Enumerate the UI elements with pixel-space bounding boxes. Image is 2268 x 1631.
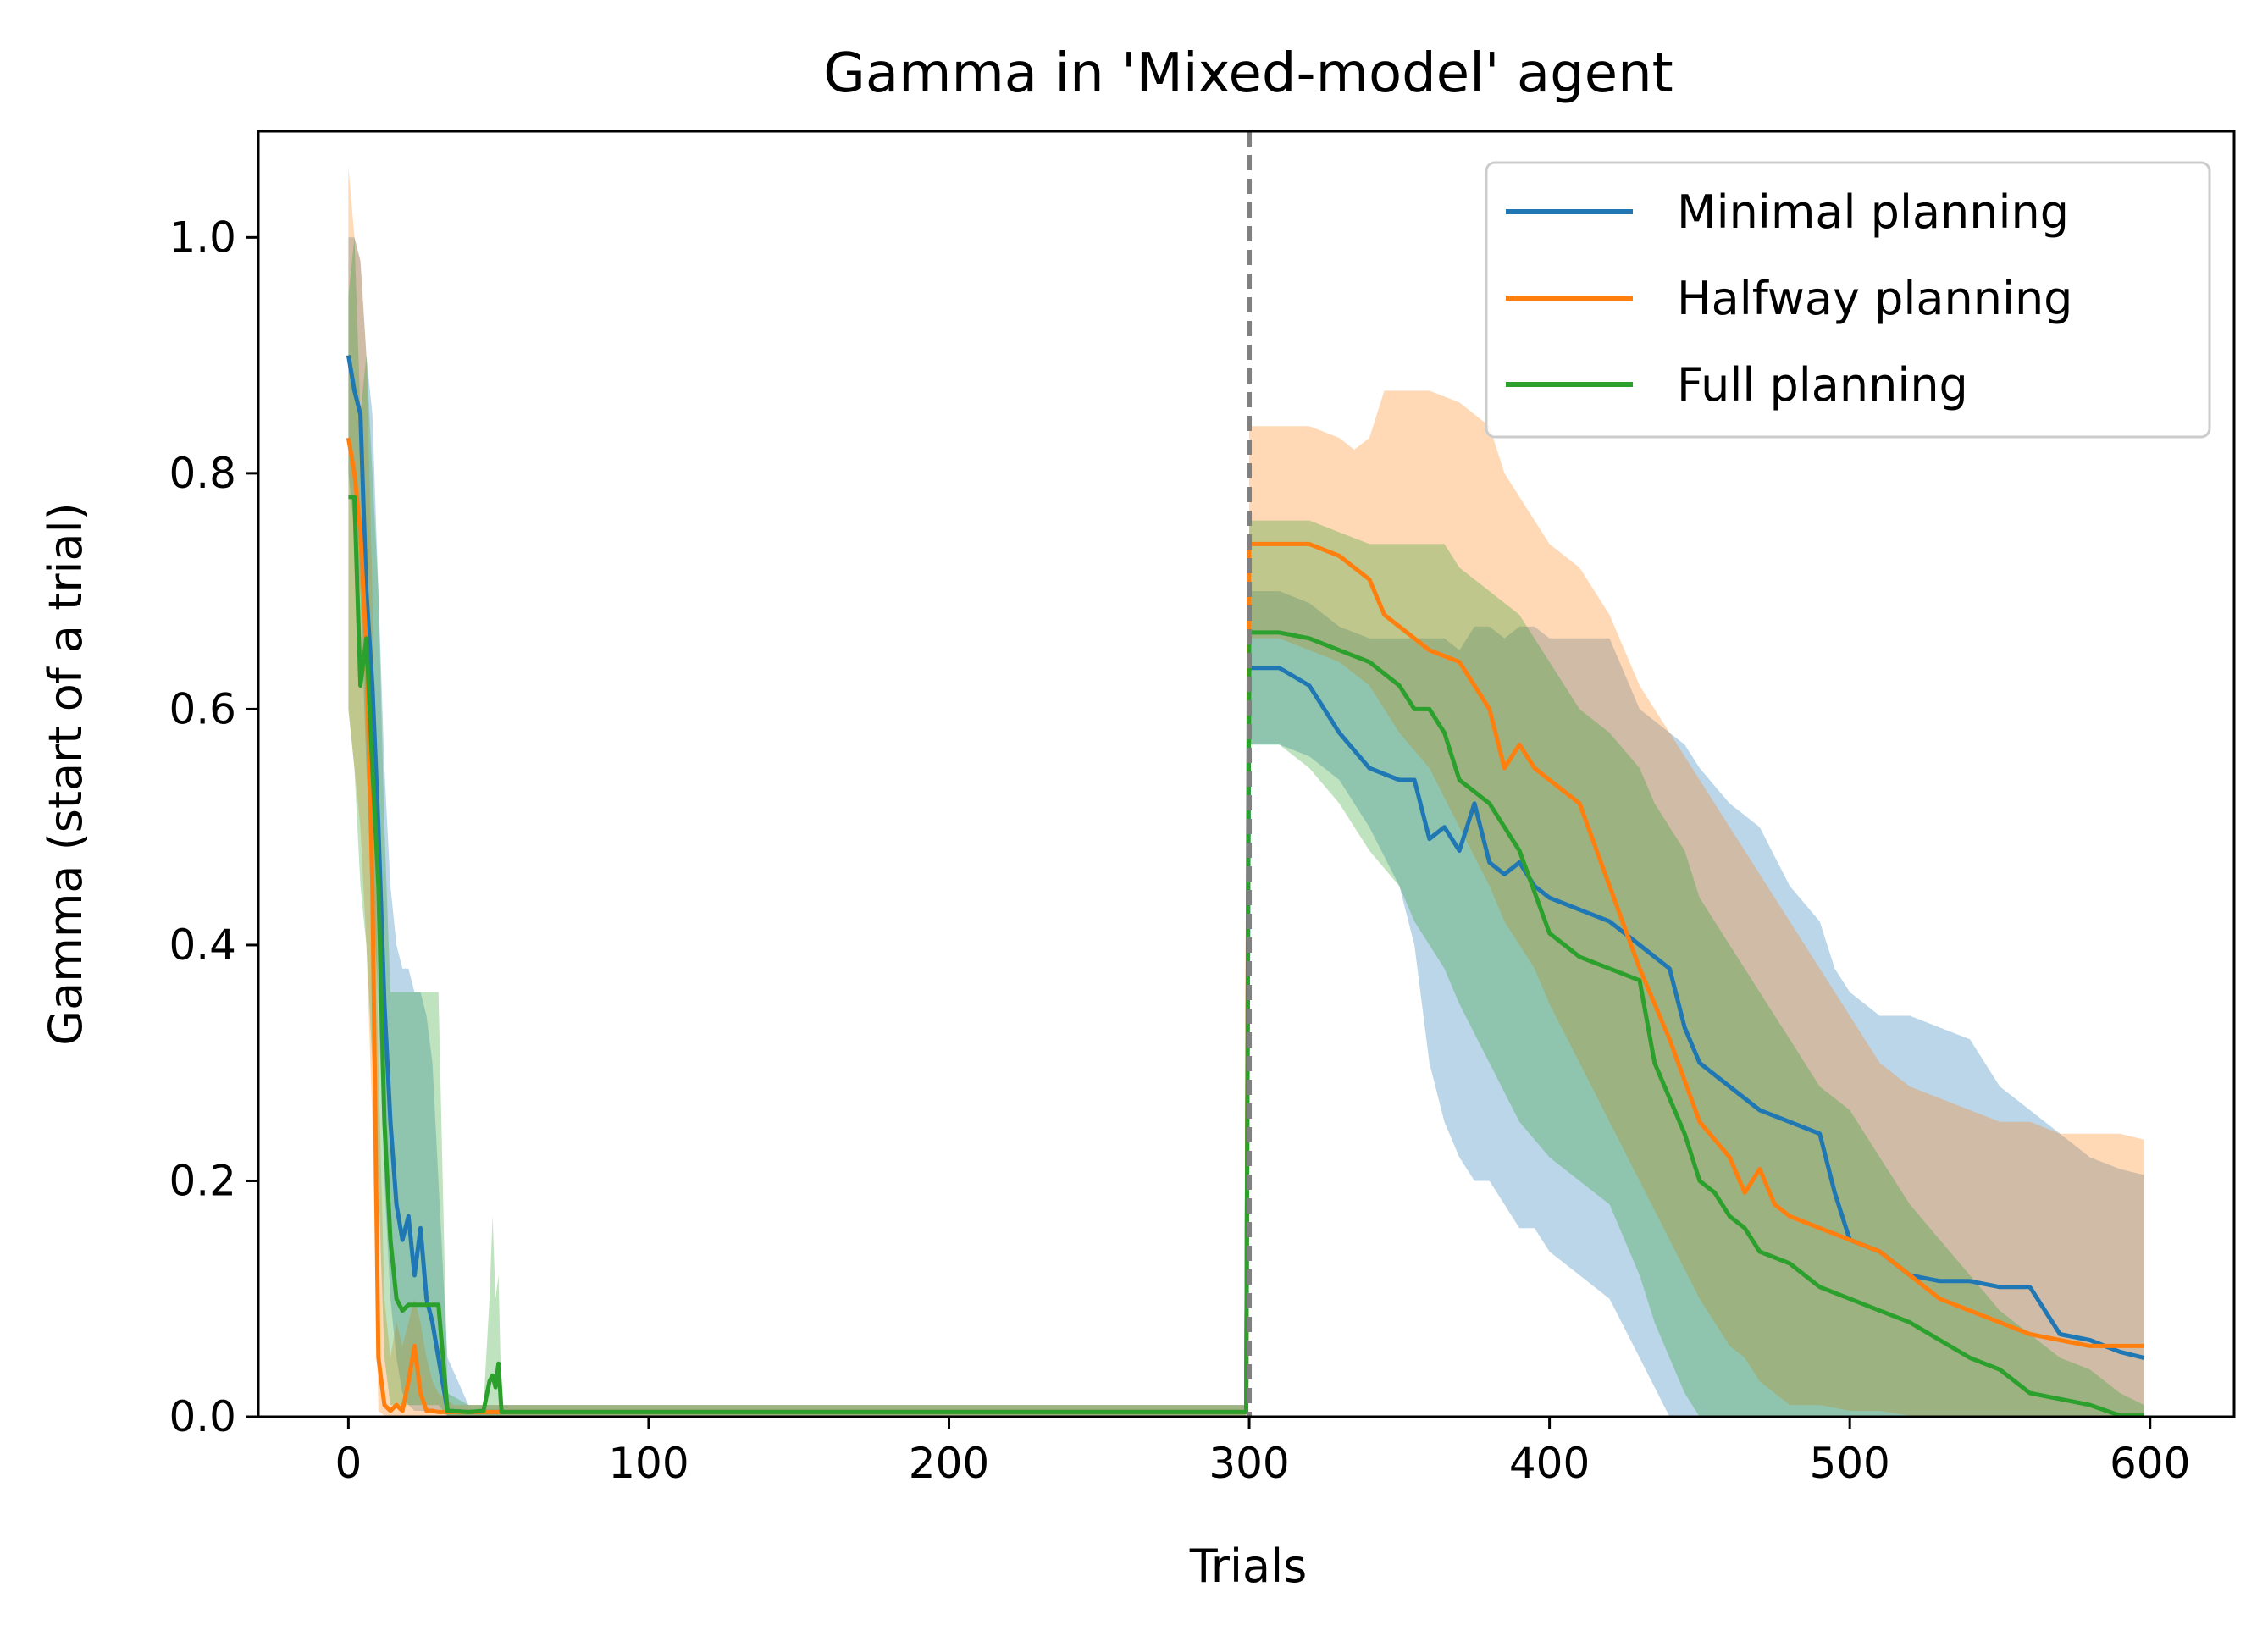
y-tick-label: 0.8 — [169, 449, 236, 498]
confidence-bands — [348, 166, 2144, 1417]
y-tick-label: 1.0 — [169, 213, 236, 262]
x-axis-label: Trials — [1189, 1540, 1307, 1593]
plot-frame — [257, 130, 2236, 1418]
legend-frame — [1485, 161, 2211, 439]
legend-label-1: Minimal planning — [1677, 185, 2069, 239]
band-3-part-1 — [348, 237, 1247, 1416]
band-1-part-1 — [348, 237, 1247, 1416]
x-tick-label: 100 — [608, 1439, 689, 1488]
x-tick-label: 200 — [909, 1439, 989, 1488]
x-tick-label: 0 — [335, 1439, 362, 1488]
x-tick-label: 300 — [1209, 1439, 1289, 1488]
y-axis-ticks: 0.0 0.2 0.4 0.6 0.8 1.0 — [169, 213, 258, 1441]
legend: Minimal planning Halfway planning Full pla… — [1485, 161, 2211, 439]
band-1-part-2 — [1249, 591, 2144, 1417]
legend-label-2: Halfway planning — [1677, 272, 2072, 325]
y-tick-label: 0.6 — [169, 684, 236, 733]
band-3-part-2 — [1249, 520, 2144, 1417]
y-axis-label: Gamma (start of a trial) — [39, 502, 92, 1045]
y-tick-label: 0.0 — [169, 1392, 236, 1441]
x-tick-label: 600 — [2110, 1439, 2190, 1488]
band-2-part-2 — [1249, 390, 2144, 1416]
x-axis-ticks: 0 100 200 300 400 500 600 — [335, 1417, 2190, 1488]
x-tick-label: 400 — [1509, 1439, 1590, 1488]
y-tick-label: 0.4 — [169, 921, 236, 970]
series-line-3 — [348, 495, 2144, 1417]
legend-label-3: Full planning — [1677, 358, 1968, 412]
series-lines — [346, 355, 2145, 1417]
y-tick-label: 0.2 — [169, 1156, 236, 1205]
x-tick-label: 500 — [1809, 1439, 1889, 1488]
series-line-2 — [346, 437, 2144, 1414]
chart-title: Gamma in 'Mixed-model' agent — [823, 42, 1673, 105]
